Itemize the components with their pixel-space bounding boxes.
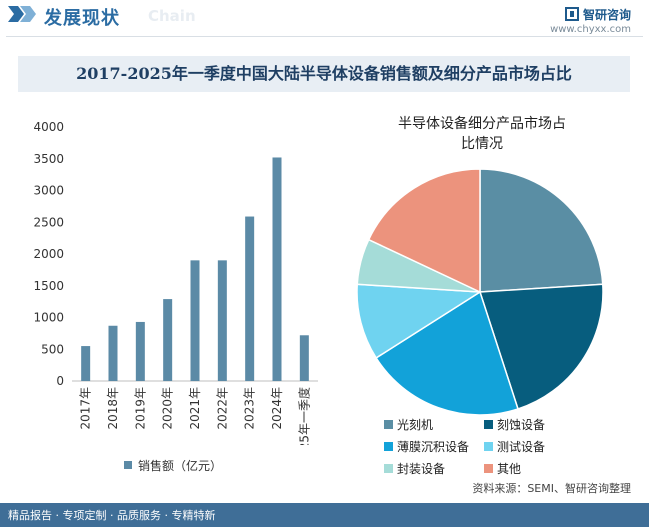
brand-name: 智研咨询 [582, 8, 631, 22]
main-title-box: 2017-2025年一季度中国大陆半导体设备销售额及细分产品市场占比 [18, 56, 630, 92]
pie-slice [367, 168, 481, 294]
pie-slice [375, 290, 519, 416]
x-tick-label: 2018年 [106, 387, 120, 430]
pie-legend-item: 刻蚀设备 [484, 418, 545, 432]
pie-legend-swatch [384, 442, 393, 451]
pie-legend-swatch [484, 420, 493, 429]
bar [190, 260, 200, 381]
pie-slice [478, 283, 604, 410]
pie-legend-label: 其他 [497, 462, 522, 476]
section-title: 发展现状 [44, 8, 120, 29]
y-tick-label: 500 [41, 342, 64, 356]
pie-title: 半导体设备细分产品市场占 比情况 [372, 114, 592, 154]
x-tick-label: 2019年 [133, 387, 147, 430]
y-tick-label: 4000 [33, 120, 64, 134]
pie-legend-label: 薄膜沉积设备 [397, 440, 470, 454]
bar [299, 335, 309, 381]
pie-legend-label: 刻蚀设备 [497, 418, 546, 432]
bar [272, 157, 282, 381]
x-tick-label: 2024年 [270, 387, 284, 430]
pie-slice [479, 168, 604, 293]
bar-legend: 销售额（亿元） [124, 457, 222, 474]
pie-legend-item: 光刻机 [384, 418, 433, 432]
brand: 智研咨询 [564, 6, 631, 23]
main-title: 2017-2025年一季度中国大陆半导体设备销售额及细分产品市场占比 [76, 64, 572, 83]
pie-title-line1: 半导体设备细分产品市场占 [398, 116, 566, 132]
pie-title-line2: 比情况 [461, 136, 503, 152]
bar [108, 325, 118, 381]
bar [163, 299, 173, 381]
section-badge-icon [8, 6, 36, 22]
x-tick-label: 2017年 [79, 387, 93, 430]
bar-chart: 0 500 1000 1500 2000 2500 3000 3500 4000 2017年 201… [33, 120, 318, 445]
pie-slice [356, 283, 483, 359]
website: www.chyxx.com [550, 24, 631, 35]
y-tick-label: 0 [56, 374, 64, 388]
pie-legend-label: 封装设备 [397, 462, 446, 476]
pie-legend-swatch [484, 442, 493, 451]
y-tick-label: 1500 [33, 279, 64, 293]
pie-legend-swatch [384, 420, 393, 429]
pie-legend-swatch [484, 464, 493, 473]
x-tick-label: 2020年 [161, 387, 175, 430]
footer-tagline: 精品报告 · 专项定制 · 品质服务 · 专精特新 [8, 509, 216, 522]
pie-legend-item: 其他 [484, 462, 521, 476]
bar-legend-swatch [124, 461, 132, 469]
bar [135, 321, 145, 381]
x-tick-label: 2025年一季度 [296, 387, 311, 445]
x-tick-label: 2021年 [188, 387, 202, 430]
pie-legend-label: 测试设备 [497, 440, 546, 454]
y-tick-label: 2500 [33, 215, 64, 229]
pie-legend-label: 光刻机 [397, 418, 434, 432]
y-tick-label: 3500 [33, 152, 64, 166]
divider [6, 36, 643, 37]
brand-logo-icon [564, 7, 579, 21]
bar [81, 346, 91, 381]
y-tick-label: 2000 [33, 247, 64, 261]
bar-legend-label: 销售额（亿元） [138, 459, 223, 473]
x-tick-label: 2022年 [215, 387, 229, 430]
bar [217, 260, 227, 381]
section-subtitle: Chain [148, 7, 196, 25]
bar [245, 216, 255, 381]
y-tick-label: 1000 [33, 311, 64, 325]
header-bar: 发展现状 Chain 智研咨询 www.chyxx.com [0, 0, 649, 38]
x-tick-label: 2023年 [243, 387, 257, 430]
pie-legend-item: 薄膜沉积设备 [384, 440, 469, 454]
source-note: 资料来源：SEMI、智研咨询整理 [472, 482, 631, 495]
footer-bar: 精品报告 · 专项定制 · 品质服务 · 专精特新 [0, 503, 649, 527]
pie-chart [356, 168, 604, 416]
pie-legend-item: 封装设备 [384, 462, 445, 476]
pie-legend-item: 测试设备 [484, 440, 545, 454]
y-tick-label: 3000 [33, 184, 64, 198]
pie-legend-swatch [384, 464, 393, 473]
